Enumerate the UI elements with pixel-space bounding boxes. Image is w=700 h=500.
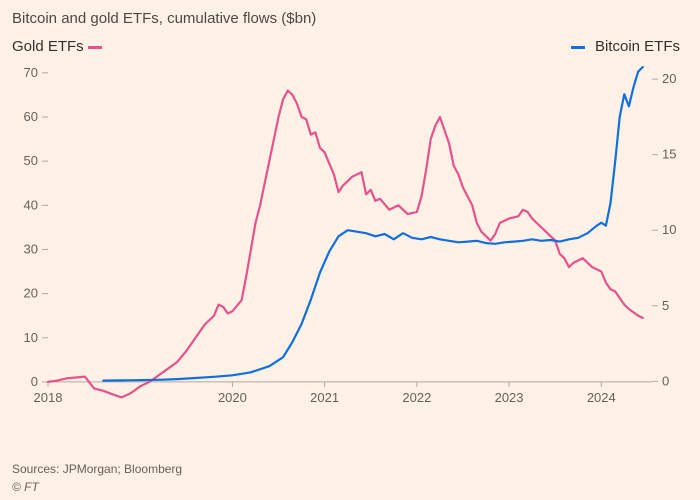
svg-text:2020: 2020 xyxy=(218,390,247,405)
line-chart: 0 10 20 30 40 50 60 70 0 5 10 15 20 2018 2020 2021 2022 2… xyxy=(12,58,688,443)
svg-text:2023: 2023 xyxy=(495,390,524,405)
svg-text:2018: 2018 xyxy=(34,390,63,405)
svg-text:10: 10 xyxy=(662,222,676,237)
legend-bitcoin: Bitcoin ETFs xyxy=(571,38,680,55)
svg-text:0: 0 xyxy=(662,373,669,388)
svg-text:10: 10 xyxy=(24,330,38,345)
svg-text:2022: 2022 xyxy=(402,390,431,405)
legend-gold: Gold ETFs xyxy=(12,38,108,55)
svg-text:0: 0 xyxy=(31,374,38,389)
legend-gold-swatch xyxy=(88,46,102,49)
svg-text:2024: 2024 xyxy=(587,390,616,405)
svg-text:30: 30 xyxy=(24,241,38,256)
svg-text:60: 60 xyxy=(24,109,38,124)
svg-text:40: 40 xyxy=(24,197,38,212)
svg-text:15: 15 xyxy=(662,147,676,162)
svg-text:20: 20 xyxy=(662,71,676,86)
legend-bitcoin-label: Bitcoin ETFs xyxy=(595,38,680,55)
svg-text:20: 20 xyxy=(24,286,38,301)
sources-text: Sources: JPMorgan; Bloomberg xyxy=(12,462,182,476)
svg-text:2021: 2021 xyxy=(310,390,339,405)
chart-container: { "subtitle": "Bitcoin and gold ETFs, cu… xyxy=(0,0,700,500)
legend-gold-label: Gold ETFs xyxy=(12,38,84,55)
legend-bitcoin-swatch xyxy=(571,46,585,49)
chart-subtitle: Bitcoin and gold ETFs, cumulative flows … xyxy=(12,10,316,27)
svg-text:50: 50 xyxy=(24,153,38,168)
svg-text:5: 5 xyxy=(662,298,669,313)
svg-text:70: 70 xyxy=(24,65,38,80)
copyright-text: © FT xyxy=(12,480,39,494)
